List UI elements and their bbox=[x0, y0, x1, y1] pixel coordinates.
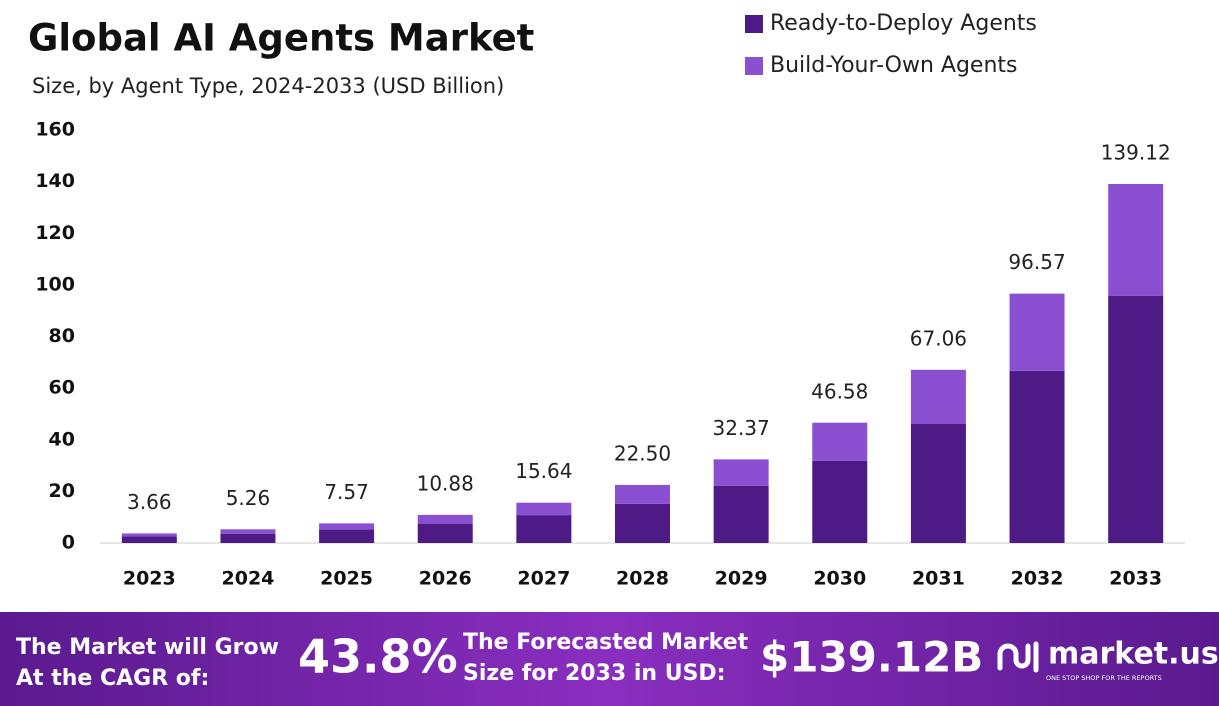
bar-segment bbox=[713, 485, 769, 543]
y-tick-label: 20 bbox=[49, 480, 75, 502]
x-tick-label: 2031 bbox=[912, 568, 965, 590]
bar-segment bbox=[1108, 183, 1164, 296]
total-label: 32.37 bbox=[713, 416, 770, 440]
bar-segment bbox=[417, 514, 473, 524]
brand-logo bbox=[997, 641, 1039, 673]
x-tick-label: 2028 bbox=[616, 568, 669, 590]
bar-segment bbox=[319, 523, 375, 530]
bar-segment bbox=[615, 484, 670, 504]
chart-subtitle: Size, by Agent Type, 2024-2033 (USD Bill… bbox=[32, 74, 504, 98]
total-label: 67.06 bbox=[910, 326, 967, 350]
bar-segment bbox=[910, 424, 966, 543]
bar-segment bbox=[713, 459, 769, 486]
bar-segment bbox=[516, 502, 572, 516]
total-label: 3.66 bbox=[127, 490, 172, 514]
footer-text: The Market will Grow bbox=[16, 635, 279, 660]
bar-segment bbox=[516, 515, 572, 543]
bar-segment bbox=[615, 503, 670, 543]
bar-segment bbox=[121, 533, 177, 537]
tagline: ONE STOP SHOP FOR THE REPORTS bbox=[1046, 674, 1162, 682]
bar-segment bbox=[1009, 293, 1065, 371]
x-tick-label: 2024 bbox=[222, 568, 275, 590]
bar-segment bbox=[812, 422, 868, 461]
footer-text: At the CAGR of: bbox=[16, 666, 209, 691]
total-label: 46.58 bbox=[811, 379, 868, 403]
bar-segment bbox=[220, 529, 276, 534]
bar-segment bbox=[910, 369, 966, 425]
chart-title: Global AI Agents Market bbox=[28, 17, 534, 60]
y-tick-label: 80 bbox=[49, 325, 75, 347]
legend-swatch bbox=[745, 57, 763, 75]
total-label: 15.64 bbox=[515, 459, 572, 483]
legend-label: Ready-to-Deploy Agents bbox=[770, 11, 1037, 36]
y-tick-label: 160 bbox=[35, 119, 75, 141]
bar-segment bbox=[1009, 370, 1065, 543]
y-tick-label: 60 bbox=[49, 377, 75, 399]
legend-swatch bbox=[745, 15, 763, 33]
y-tick-label: 0 bbox=[62, 532, 75, 554]
y-tick-label: 100 bbox=[35, 273, 75, 295]
x-tick-label: 2032 bbox=[1011, 568, 1064, 590]
x-tick-label: 2029 bbox=[715, 568, 768, 590]
brand: market.us bbox=[1048, 637, 1219, 672]
total-label: 5.26 bbox=[226, 486, 271, 510]
y-tick-label: 40 bbox=[49, 428, 75, 450]
x-tick-label: 2025 bbox=[320, 568, 373, 590]
bar-segment bbox=[417, 523, 473, 543]
total-label: 96.57 bbox=[1008, 250, 1065, 274]
total-label: 139.12 bbox=[1101, 140, 1171, 164]
x-tick-label: 2026 bbox=[419, 568, 472, 590]
footer-text: Size for 2033 in USD: bbox=[463, 661, 726, 686]
y-tick-label: 140 bbox=[35, 170, 75, 192]
x-tick-label: 2033 bbox=[1109, 568, 1162, 590]
bar-segment bbox=[319, 529, 375, 543]
total-label: 7.57 bbox=[324, 480, 369, 504]
x-tick-label: 2023 bbox=[123, 568, 176, 590]
bar-segment bbox=[1108, 295, 1164, 543]
footer-cagr: 43.8% bbox=[298, 630, 458, 684]
total-label: 22.50 bbox=[614, 441, 671, 465]
legend-label: Build-Your-Own Agents bbox=[770, 53, 1018, 78]
x-tick-label: 2027 bbox=[517, 568, 570, 590]
x-tick-label: 2030 bbox=[813, 568, 866, 590]
y-tick-label: 120 bbox=[35, 222, 75, 244]
bar-segment bbox=[812, 460, 868, 543]
bar-segment bbox=[220, 533, 276, 543]
bar-segment bbox=[121, 536, 177, 543]
footer-text: The Forecasted Market bbox=[463, 630, 749, 655]
footer-forecast: $139.12B bbox=[760, 633, 983, 682]
total-label: 10.88 bbox=[417, 471, 474, 495]
